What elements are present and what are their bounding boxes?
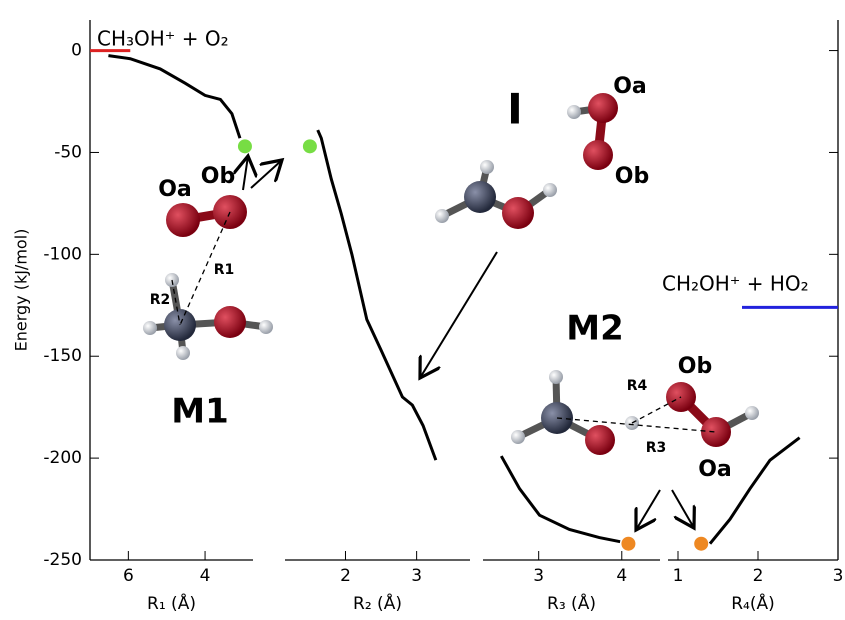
x-axis-label: R₁ (Å): [147, 592, 196, 614]
x-tick-label: 3: [411, 566, 422, 586]
annotation: Oa: [613, 74, 647, 99]
annotation: Oa: [158, 177, 192, 202]
marker: [238, 139, 252, 153]
energy-curve: [108, 56, 240, 139]
x-tick-label: 4: [616, 566, 627, 586]
energy-curve: [318, 130, 436, 460]
y-tick-label: -200: [43, 448, 82, 468]
energy-curve: [710, 438, 800, 544]
x-tick-label: 3: [833, 566, 844, 586]
x-tick-label: 1: [673, 566, 684, 586]
annotation: I: [507, 85, 523, 134]
y-tick-label: 0: [71, 41, 82, 61]
y-axis-label: Energy (kJ/mol): [12, 229, 31, 352]
x-tick-label: 4: [200, 566, 211, 586]
x-tick-label: 2: [340, 566, 351, 586]
annotation: R2: [150, 292, 171, 308]
marker: [303, 139, 317, 153]
annotation: M2: [566, 309, 624, 349]
x-tick-label: 3: [533, 566, 544, 586]
annotation: Ob: [615, 164, 649, 189]
y-tick-label: -250: [43, 550, 82, 570]
level-label: CH₂OH⁺ + HO₂: [662, 272, 809, 296]
annotation: R4: [627, 378, 648, 394]
x-tick-label: 2: [753, 566, 764, 586]
annotation: R3: [646, 440, 667, 456]
y-tick-label: -100: [43, 244, 82, 264]
x-tick-label: 6: [123, 566, 134, 586]
annotation: Ob: [201, 164, 235, 189]
x-axis-label: R₄(Å): [731, 592, 775, 614]
annotation: Oa: [698, 457, 732, 482]
annotation: R1: [214, 262, 235, 278]
y-tick-label: -50: [54, 142, 82, 162]
annotation: Ob: [678, 354, 712, 379]
chart: Energy (kJ/mol) 0-50-100-150-200-25064R₁…: [0, 0, 845, 616]
x-axis-label: R₃ (Å): [547, 592, 596, 614]
level-label: CH₃OH⁺ + O₂: [97, 27, 229, 51]
energy-curve: [501, 456, 620, 542]
marker: [694, 537, 708, 551]
arrows: [243, 156, 694, 530]
y-tick-label: -150: [43, 346, 82, 366]
annotation: M1: [171, 392, 229, 432]
x-axis-label: R₂ (Å): [353, 592, 402, 614]
marker: [621, 537, 635, 551]
